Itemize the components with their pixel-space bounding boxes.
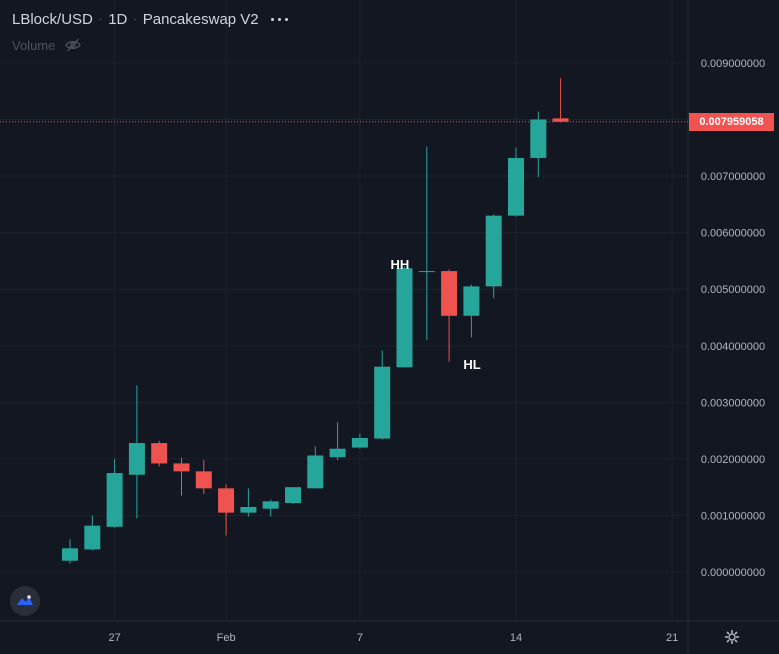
x-tick-label: Feb: [217, 632, 236, 644]
candle-body: [195, 471, 212, 489]
current-price-tag: 0.007959058: [689, 112, 774, 131]
candle-body: [530, 119, 547, 158]
candle-body: [128, 443, 145, 475]
candle-body: [552, 118, 569, 122]
x-axis-ticks: 27 Feb 7 14 21: [108, 632, 678, 644]
candle: [285, 487, 301, 505]
x-tick-label: 27: [108, 632, 120, 644]
annotation-hl: HL: [463, 357, 481, 373]
candle: [240, 488, 257, 517]
y-tick-label: 0.001000000: [701, 510, 765, 522]
candle: [329, 422, 346, 461]
y-tick-label: 0.000000000: [701, 567, 765, 579]
x-tick-label: 14: [510, 632, 522, 644]
candle: [62, 539, 78, 564]
x-tick-label: 7: [357, 632, 363, 644]
candle: [552, 78, 569, 123]
candle: [351, 433, 368, 449]
candle: [485, 214, 502, 299]
candle-body: [441, 271, 458, 316]
candle-body: [374, 366, 391, 439]
candle-body: [173, 463, 190, 472]
chart-grid: [0, 0, 688, 621]
candle: [84, 515, 101, 551]
annotation-hh: HH: [390, 256, 410, 272]
header-separator: ·: [98, 14, 103, 25]
volume-legend: Volume: [12, 37, 82, 53]
candle-body: [329, 448, 346, 458]
candle-body: [84, 525, 101, 550]
candle-body: [307, 455, 324, 489]
candle-body: [396, 268, 413, 368]
candle-body: [463, 286, 480, 316]
candle: [530, 111, 547, 178]
candle: [396, 266, 413, 368]
interval-label[interactable]: 1D: [108, 11, 128, 28]
x-tick-label: 21: [666, 632, 678, 644]
candle-body: [508, 157, 524, 216]
candle: [441, 269, 458, 362]
y-axis-ticks: 0.000000000 0.001000000 0.002000000 0.00300…: [701, 58, 765, 579]
y-tick-label: 0.006000000: [701, 228, 765, 240]
candle: [173, 457, 190, 496]
candle: [151, 440, 168, 467]
candle-body: [62, 548, 78, 561]
candle: [418, 146, 435, 341]
candle: [508, 147, 524, 217]
y-tick-label: 0.005000000: [701, 284, 765, 296]
candle-body: [285, 487, 301, 504]
symbol-label[interactable]: LBlock/USD: [12, 11, 93, 28]
candle: [463, 284, 480, 338]
volume-label: Volume: [12, 37, 56, 53]
exchange-label: Pancakeswap V2: [142, 11, 259, 28]
eye-slash-icon[interactable]: [65, 37, 82, 53]
candle: [307, 446, 324, 489]
candle-body: [240, 507, 257, 513]
y-tick-label: 0.002000000: [701, 454, 765, 466]
candle: [218, 484, 235, 536]
candle-body: [106, 473, 123, 527]
candle-body: [151, 443, 168, 464]
candle: [106, 458, 123, 528]
y-tick-label: 0.004000000: [701, 341, 765, 353]
candle-body: [418, 271, 435, 273]
tradingview-logo-icon[interactable]: [10, 586, 40, 616]
candle-body: [351, 437, 368, 448]
candle: [195, 460, 212, 494]
gear-icon[interactable]: [724, 629, 740, 645]
candle: [262, 499, 279, 517]
dots-icon[interactable]: [270, 18, 288, 21]
y-tick-label: 0.007000000: [701, 171, 765, 183]
candle-body: [218, 488, 235, 513]
candle: [374, 350, 391, 440]
y-tick-label: 0.003000000: [701, 397, 765, 409]
y-tick-label: 0.009000000: [701, 58, 765, 70]
chart-header: LBlock/USD · 1D · Pancakeswap V2: [12, 11, 288, 28]
candle-body: [485, 215, 502, 287]
candles-layer: [62, 78, 569, 564]
header-separator: ·: [133, 14, 137, 25]
candle-body: [262, 501, 279, 509]
candle: [128, 385, 145, 519]
